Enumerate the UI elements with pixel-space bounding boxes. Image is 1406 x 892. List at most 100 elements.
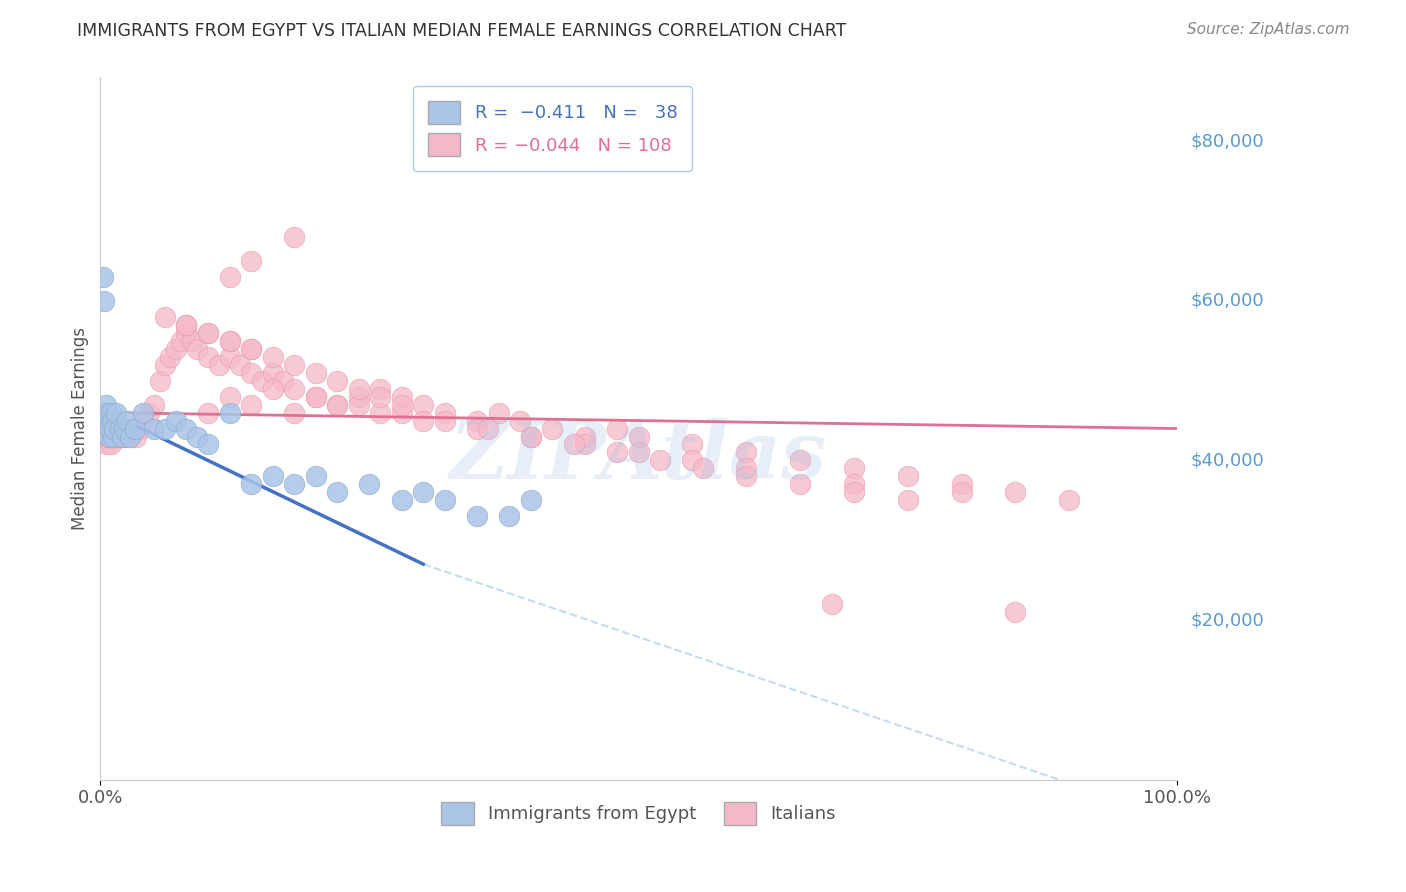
Point: [541, 421, 564, 435]
Legend: Immigrants from Egypt, Italians: Immigrants from Egypt, Italians: [432, 792, 845, 834]
Point: [218, 269, 240, 284]
Point: [326, 398, 349, 412]
Point: [101, 421, 124, 435]
Point: [520, 429, 543, 443]
Y-axis label: Median Female Earnings: Median Female Earnings: [72, 327, 89, 530]
Point: [124, 421, 146, 435]
Point: [176, 318, 198, 332]
Point: [120, 429, 142, 443]
Point: [240, 254, 263, 268]
Point: [304, 390, 326, 404]
Point: [240, 398, 263, 412]
Point: [498, 509, 520, 524]
Text: ZIPAtlas: ZIPAtlas: [450, 417, 827, 495]
Point: [465, 413, 488, 427]
Point: [735, 461, 758, 475]
Point: [821, 597, 844, 611]
Point: [117, 421, 139, 435]
Point: [283, 230, 305, 244]
Point: [111, 429, 134, 443]
Point: [105, 429, 128, 443]
Point: [97, 421, 120, 435]
Point: [176, 318, 198, 332]
Point: [218, 350, 240, 364]
Point: [93, 429, 115, 443]
Point: [648, 453, 671, 467]
Point: [103, 421, 125, 435]
Point: [111, 421, 134, 435]
Point: [347, 398, 370, 412]
Point: [391, 390, 413, 404]
Point: [412, 485, 434, 500]
Point: [347, 390, 370, 404]
Point: [240, 342, 263, 356]
Point: [103, 429, 125, 443]
Point: [304, 390, 326, 404]
Point: [97, 429, 120, 443]
Point: [627, 429, 650, 443]
Point: [143, 421, 166, 435]
Point: [100, 437, 122, 451]
Point: [488, 406, 510, 420]
Point: [735, 469, 758, 483]
Point: [283, 477, 305, 491]
Point: [176, 326, 198, 340]
Point: [326, 485, 349, 500]
Point: [262, 382, 284, 396]
Point: [180, 334, 202, 348]
Point: [326, 398, 349, 412]
Point: [143, 398, 166, 412]
Point: [433, 493, 456, 508]
Point: [262, 469, 284, 483]
Point: [391, 493, 413, 508]
Point: [107, 421, 129, 435]
Point: [128, 421, 150, 435]
Point: [1004, 485, 1026, 500]
Point: [368, 406, 391, 420]
Point: [91, 269, 114, 284]
Point: [197, 326, 219, 340]
Point: [368, 390, 391, 404]
Point: [97, 429, 120, 443]
Point: [283, 406, 305, 420]
Point: [103, 421, 125, 435]
Point: [606, 445, 628, 459]
Point: [283, 382, 305, 396]
Point: [153, 358, 176, 372]
Point: [509, 413, 531, 427]
Point: [197, 326, 219, 340]
Point: [359, 477, 381, 491]
Point: [262, 350, 284, 364]
Point: [520, 429, 543, 443]
Point: [197, 437, 219, 451]
Point: [240, 366, 263, 380]
Point: [120, 429, 142, 443]
Point: [304, 366, 326, 380]
Point: [148, 374, 170, 388]
Point: [520, 493, 543, 508]
Point: [93, 406, 115, 420]
Point: [103, 413, 125, 427]
Point: [138, 406, 160, 420]
Point: [789, 477, 811, 491]
Point: [842, 485, 865, 500]
Point: [250, 374, 273, 388]
Point: [100, 406, 122, 420]
Point: [262, 366, 284, 380]
Point: [94, 421, 117, 435]
Point: [304, 469, 326, 483]
Point: [218, 334, 240, 348]
Point: [574, 437, 596, 451]
Point: [606, 421, 628, 435]
Point: [347, 382, 370, 396]
Point: [197, 350, 219, 364]
Point: [1004, 605, 1026, 619]
Text: $80,000: $80,000: [1191, 132, 1264, 150]
Point: [96, 421, 118, 435]
Point: [681, 437, 703, 451]
Point: [117, 413, 139, 427]
Text: Source: ZipAtlas.com: Source: ZipAtlas.com: [1187, 22, 1350, 37]
Point: [897, 469, 920, 483]
Point: [159, 350, 181, 364]
Point: [273, 374, 295, 388]
